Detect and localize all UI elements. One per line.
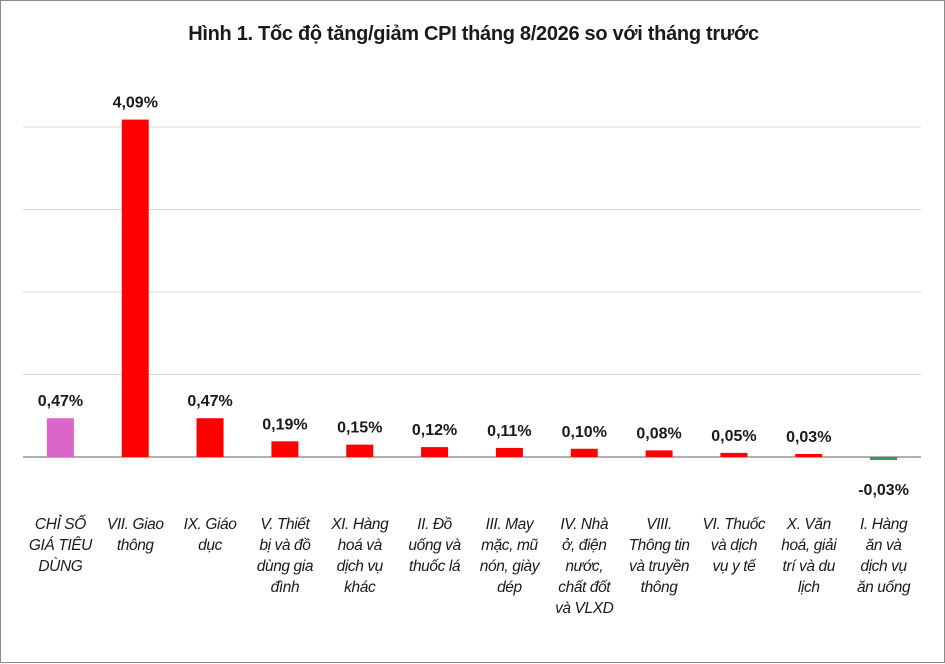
category-label-line: mặc, mũ (481, 537, 538, 554)
category-label-line: lịch (797, 579, 820, 596)
category-label-4: V. Thiết bị và đồ dùng gia đình (248, 514, 322, 598)
category-label-line: dịch vụ (860, 558, 907, 575)
category-label-line: hoá, giải (781, 537, 837, 554)
category-label-line: VIII. (646, 516, 672, 533)
category-label-12: I. Hàng ăn và dịch vụ ăn uống (847, 514, 921, 598)
category-label-line: khác (344, 579, 376, 596)
category-label-line: II. Đồ (417, 516, 452, 533)
data-label-6: 0,12% (412, 422, 457, 439)
category-label-line: trí và du (782, 558, 836, 575)
bar-3 (196, 418, 224, 457)
category-label-line: VII. Giao (106, 516, 164, 533)
category-label-7: III. May mặc, mũ nón, giày dép (472, 514, 546, 598)
category-label-8: IV. Nhà ở, điện nước, chất đốt và VLXD (547, 514, 621, 619)
category-label-line: dép (497, 579, 522, 596)
data-label-9: 0,08% (636, 425, 681, 442)
category-label-2: VII. Giao thông (98, 514, 172, 556)
bar-5 (346, 444, 374, 457)
data-label-11: 0,03% (786, 429, 831, 446)
bar-2 (121, 119, 149, 457)
bar-12 (870, 457, 898, 460)
category-label-line: chất đốt (558, 579, 611, 596)
data-label-8: 0,10% (562, 424, 607, 441)
category-label-line: thông (116, 537, 154, 554)
category-label-line: GIÁ TIÊU (28, 537, 93, 554)
category-label-line: thuốc lá (409, 558, 461, 575)
category-label-9: VIII. Thông tin và truyền thông (622, 514, 696, 598)
category-label-line: nước, (565, 558, 604, 575)
chart-title: Hình 1. Tốc độ tăng/giảm CPI tháng 8/202… (188, 23, 759, 45)
category-label-line: đình (270, 579, 300, 596)
bar-10 (720, 452, 748, 457)
category-label-6: II. Đồ uống và thuốc lá (398, 514, 472, 577)
category-label-3: IX. Giáo dục (173, 514, 247, 556)
data-label-10: 0,05% (711, 428, 756, 445)
category-label-line: Thông tin (628, 537, 690, 554)
category-label-line: bị và đồ (259, 537, 311, 554)
bar-4 (271, 441, 299, 457)
data-label-5: 0,15% (337, 420, 382, 437)
category-label-10: VI. Thuốc và dịch vụ y tế (697, 514, 771, 577)
category-label-line: ăn và (865, 537, 902, 554)
category-label-line: thông (640, 579, 678, 596)
category-label-line: nón, giày (479, 558, 540, 575)
category-label-line: V. Thiết (260, 516, 310, 533)
category-label-line: IX. Giáo (183, 516, 237, 533)
category-label-line: XI. Hàng (331, 516, 389, 533)
category-label-1: CHỈ SỐ GIÁ TIÊU DÙNG (23, 514, 97, 577)
data-label-4: 0,19% (262, 416, 307, 433)
category-label-line: uống và (408, 537, 461, 554)
category-label-5: XI. Hàng hoá và dịch vụ khác (323, 514, 397, 598)
bar-1 (46, 418, 74, 457)
category-label-line: và VLXD (555, 600, 614, 617)
category-label-line: IV. Nhà (560, 516, 609, 533)
data-label-3: 0,47% (187, 393, 232, 410)
bar-11 (795, 454, 823, 457)
category-label-line: I. Hàng (859, 516, 908, 533)
category-label-line: X. Văn (786, 516, 832, 533)
category-label-line: dịch vụ (336, 558, 384, 575)
data-label-1: 0,47% (38, 393, 83, 410)
category-label-line: hoá và (337, 537, 383, 554)
category-label-line: VI. Thuốc (702, 516, 766, 533)
data-label-2: 4,09% (113, 95, 158, 112)
bar-9 (645, 450, 673, 457)
category-label-line: ở, điện (562, 537, 607, 554)
category-label-line: III. May (485, 516, 534, 533)
category-label-line: ăn uống (856, 579, 911, 596)
category-label-line: CHỈ SỐ (34, 516, 86, 533)
category-label-line: dùng gia (256, 558, 314, 575)
data-label-12: -0,03% (858, 482, 909, 499)
bar-6 (421, 447, 449, 457)
category-label-line: và truyền (629, 558, 690, 575)
category-label-line: dục (198, 537, 222, 554)
category-label-line: vụ y tế (712, 558, 756, 575)
bar-8 (570, 448, 598, 457)
bar-7 (495, 447, 523, 457)
category-label-line: DÙNG (38, 558, 83, 575)
category-label-line: và dịch (710, 537, 758, 554)
category-label-11: X. Văn hoá, giải trí và du lịch (772, 514, 846, 598)
data-label-7: 0,11% (487, 423, 531, 440)
